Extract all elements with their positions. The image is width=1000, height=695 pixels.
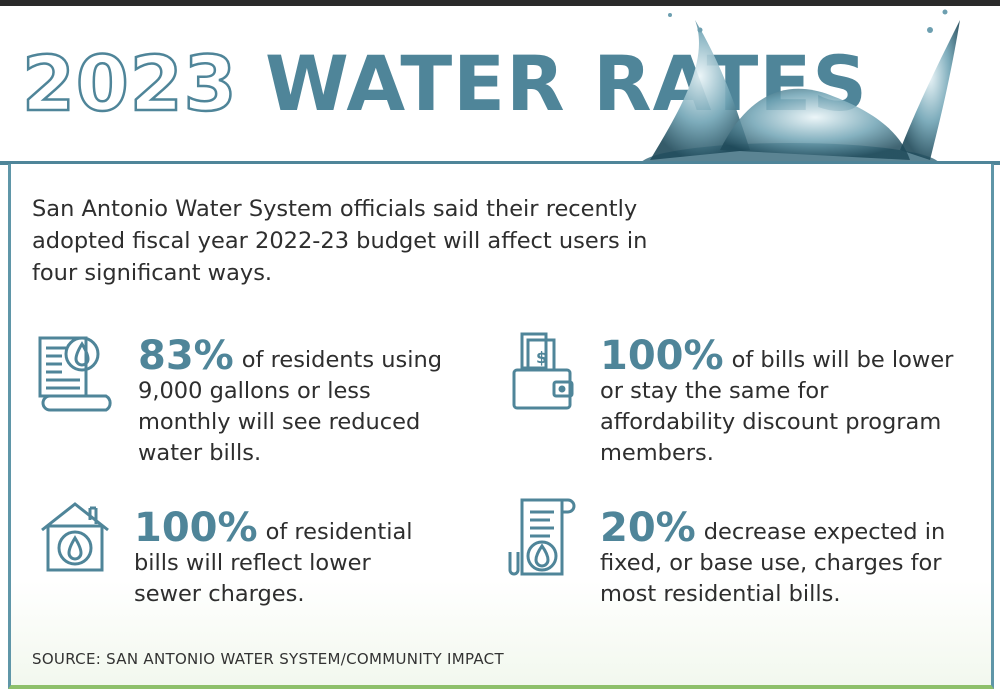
title-year: 2023: [21, 39, 238, 128]
receipt-water-drop-icon: [508, 498, 576, 576]
stat-item-4: 20% decrease expected in fixed, or base u…: [600, 508, 960, 610]
wallet-icon: $: [512, 332, 574, 410]
source-credit: SOURCE: SAN ANTONIO WATER SYSTEM/COMMUNI…: [32, 650, 504, 668]
stat-text-4: decrease expected in fixed, or base use,…: [600, 519, 946, 607]
svg-text:$: $: [536, 348, 547, 367]
stat-text-3: of residential bills will reflect lower …: [134, 519, 413, 607]
stat-value-1: 83%: [138, 333, 234, 379]
content-panel: [8, 164, 994, 689]
top-bar: [0, 0, 1000, 6]
stat-item-2: 100% of bills will be lower or stay the s…: [600, 336, 970, 469]
stat-item-3: 100% of residential bills will reflect lo…: [134, 508, 444, 610]
stat-item-1: 83% of residents using 9,000 gallons or l…: [138, 336, 458, 469]
house-water-drop-icon: [41, 502, 109, 572]
stat-value-4: 20%: [600, 505, 696, 551]
stat-value-3: 100%: [134, 505, 258, 551]
stat-text-2: of bills will be lower or stay the same …: [600, 347, 954, 466]
panel-top-rule: [0, 161, 1000, 165]
intro-text: San Antonio Water System officials said …: [32, 196, 648, 286]
stat-value-2: 100%: [600, 333, 724, 379]
stat-text-1: of residents using 9,000 gallons or less…: [138, 347, 443, 466]
water-bill-document-icon: [38, 336, 112, 412]
